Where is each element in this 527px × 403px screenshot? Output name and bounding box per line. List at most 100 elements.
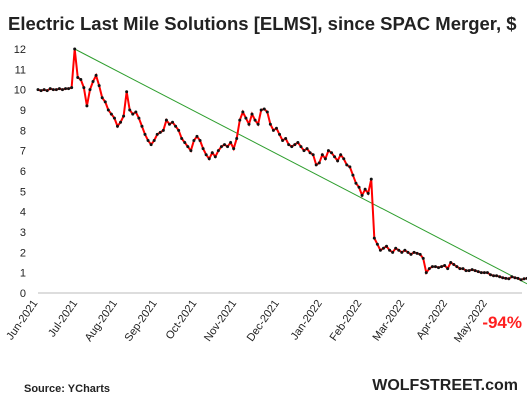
point: [51, 88, 55, 92]
y-tick-label: 0: [20, 288, 26, 300]
point: [226, 145, 230, 149]
point: [171, 120, 175, 124]
point: [198, 139, 202, 142]
point: [290, 145, 294, 149]
point: [158, 130, 162, 134]
point: [91, 80, 95, 84]
point: [394, 246, 398, 250]
point: [140, 124, 144, 128]
y-tick-label: 4: [20, 207, 26, 219]
x-tick-label: Mar-2022: [371, 298, 408, 343]
point: [42, 88, 46, 92]
point: [177, 128, 181, 132]
y-tick-label: 5: [20, 186, 26, 198]
point: [88, 88, 92, 92]
point: [186, 145, 190, 149]
point: [119, 120, 123, 124]
point: [363, 187, 367, 191]
point: [455, 265, 459, 269]
point: [278, 132, 282, 136]
point: [391, 250, 395, 254]
point: [504, 276, 508, 280]
point: [476, 270, 480, 274]
y-tick-label: 2: [20, 247, 26, 259]
point: [348, 165, 352, 169]
point: [354, 181, 358, 185]
x-tick-label: Dec-2021: [245, 298, 282, 344]
point: [213, 155, 217, 159]
point: [409, 252, 413, 256]
point: [492, 274, 496, 278]
point: [308, 151, 312, 155]
point: [67, 87, 71, 91]
point: [250, 112, 254, 116]
point: [131, 112, 135, 116]
point: [482, 271, 486, 275]
trend-line: [74, 48, 527, 285]
point: [79, 78, 83, 81]
point: [467, 269, 471, 273]
x-tick-label: Jun-2021: [4, 298, 40, 342]
point: [271, 128, 275, 132]
point: [146, 139, 150, 142]
point: [180, 136, 184, 140]
point: [311, 153, 315, 157]
point: [302, 149, 306, 153]
x-tick-label: Apr-2022: [414, 298, 450, 342]
y-tick-label: 3: [20, 227, 26, 239]
point: [485, 271, 489, 275]
y-tick-label: 12: [14, 44, 26, 56]
y-tick-label: 7: [20, 146, 26, 158]
point: [207, 157, 211, 161]
point: [452, 263, 456, 267]
point: [82, 86, 86, 90]
point: [305, 147, 309, 151]
y-tick-label: 10: [14, 85, 26, 97]
point: [388, 248, 392, 252]
point: [97, 84, 101, 88]
point: [333, 155, 337, 159]
point: [510, 275, 514, 279]
point: [39, 89, 43, 93]
point: [195, 134, 199, 138]
point: [256, 122, 260, 126]
point: [45, 89, 49, 93]
point: [155, 132, 159, 136]
point: [143, 132, 147, 136]
point: [115, 124, 119, 128]
point: [433, 265, 437, 269]
y-tick-label: 8: [20, 125, 26, 137]
point: [284, 136, 288, 140]
point: [287, 143, 291, 147]
point: [473, 269, 477, 273]
point: [253, 118, 257, 122]
point: [164, 118, 168, 122]
point: [372, 236, 376, 240]
point: [449, 261, 453, 264]
point: [73, 47, 77, 51]
point: [461, 267, 465, 271]
point: [516, 276, 520, 280]
point: [326, 149, 330, 153]
source: Source: YCharts: [24, 383, 110, 395]
point: [262, 107, 266, 111]
y-tick-label: 9: [20, 105, 26, 117]
point: [247, 122, 251, 126]
point: [76, 75, 80, 79]
point: [375, 242, 379, 246]
x-tick-label: Oct-2021: [164, 298, 200, 342]
point: [314, 163, 318, 167]
point: [427, 267, 431, 271]
point: [57, 87, 61, 91]
point: [36, 88, 40, 92]
point: [106, 108, 110, 112]
point: [317, 161, 321, 165]
point: [366, 191, 370, 195]
point: [85, 104, 89, 108]
point: [201, 147, 205, 151]
point: [412, 250, 416, 254]
point: [430, 265, 434, 269]
point: [244, 116, 248, 120]
annotation: -94%: [482, 313, 522, 332]
point: [437, 266, 441, 270]
